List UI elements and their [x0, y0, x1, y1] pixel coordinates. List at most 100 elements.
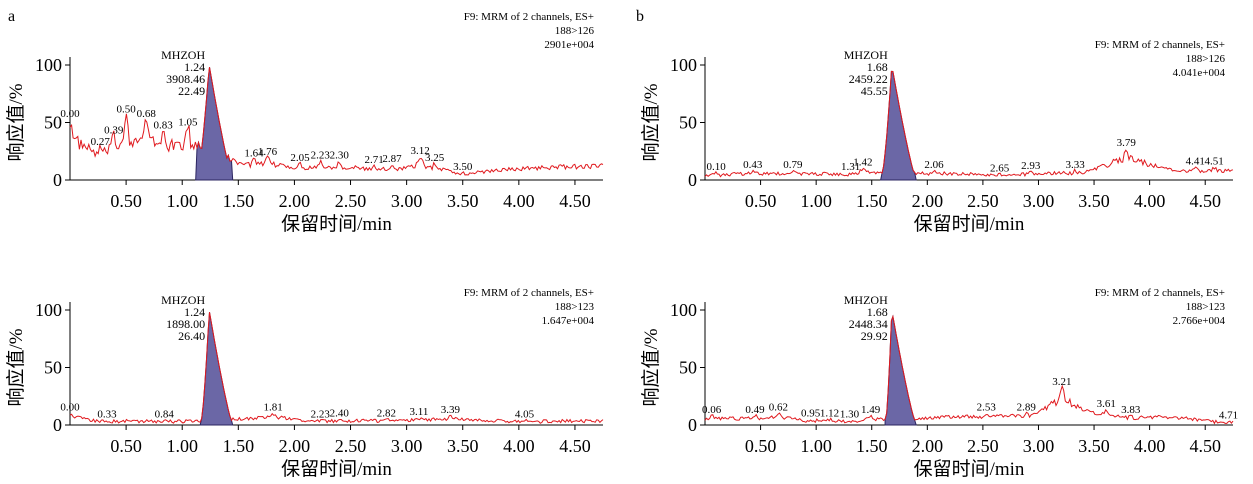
- x-tick-label: 2.00: [279, 436, 311, 456]
- peak-label: 2448.34: [849, 317, 888, 331]
- rt-label: 3.61: [1097, 398, 1116, 410]
- trace-line: [69, 67, 604, 176]
- x-tick-label: 1.50: [223, 436, 255, 456]
- x-tick-label: 4.00: [503, 191, 535, 211]
- rt-label: 4.51: [1204, 155, 1223, 167]
- rt-label: 1.81: [263, 402, 282, 414]
- y-tick-label: 50: [44, 113, 62, 133]
- x-tick-label: 2.50: [967, 436, 999, 456]
- rt-label: 1.76: [258, 146, 278, 158]
- rt-label: 2.71: [364, 154, 383, 166]
- rt-label: 3.21: [1052, 376, 1071, 388]
- rt-label: 1.64: [244, 147, 264, 159]
- rt-label: 1.12: [820, 407, 839, 419]
- x-tick-label: 1.00: [166, 436, 198, 456]
- y-tick-label: 0: [53, 170, 62, 190]
- peak-label: 1.68: [867, 60, 888, 74]
- trace-line: [704, 314, 1234, 425]
- x-axis-title: 保留时间/min: [281, 213, 392, 235]
- x-tick-label: 4.50: [559, 191, 591, 211]
- x-tick-label: 1.50: [856, 436, 888, 456]
- x-tick-label: 2.00: [279, 191, 311, 211]
- rt-label: 2.06: [924, 159, 944, 171]
- x-tick-label: 3.00: [391, 436, 423, 456]
- rt-label: 2.65: [990, 162, 1010, 174]
- trace-line: [704, 70, 1234, 178]
- rt-label: 3.79: [1117, 137, 1137, 149]
- x-tick-label: 3.00: [1023, 436, 1055, 456]
- rt-label: 2.87: [382, 153, 402, 165]
- x-tick-label: 0.50: [110, 436, 142, 456]
- rt-label: 3.12: [410, 145, 429, 157]
- rt-label: 2.23: [311, 150, 331, 162]
- y-tick-label: 50: [679, 358, 697, 378]
- y-axis-title: 响应值/%: [5, 83, 27, 161]
- x-tick-label: 1.00: [800, 436, 832, 456]
- chart-header-line: F9: MRM of 2 channels, ES+: [464, 287, 594, 299]
- rt-label: 0.50: [116, 104, 136, 116]
- rt-label: 1.05: [178, 116, 198, 128]
- rt-label: 0.49: [745, 404, 765, 416]
- rt-label: 2.53: [977, 402, 997, 414]
- x-tick-label: 3.50: [1078, 191, 1110, 211]
- x-tick-label: 2.50: [967, 191, 999, 211]
- peak-label: MHZOH: [161, 293, 205, 307]
- chart-panel: F9: MRM of 2 channels, ES+ 188>123 1.647e+…: [5, 287, 604, 480]
- peak-label: 3908.46: [166, 72, 205, 86]
- x-tick-label: 1.50: [223, 191, 255, 211]
- rt-label: 2.82: [377, 407, 396, 419]
- chart-header-line: 188>126: [555, 25, 595, 37]
- peak-label: 1898.00: [166, 317, 205, 331]
- rt-label: 0.00: [60, 108, 80, 120]
- peak-label: 1.24: [184, 305, 205, 319]
- rt-label: 0.83: [154, 120, 174, 132]
- y-tick-label: 100: [35, 55, 62, 75]
- peak-label: 22.49: [178, 84, 205, 98]
- rt-label: 3.25: [425, 152, 445, 164]
- y-axis-title: 响应值/%: [640, 83, 662, 161]
- chart-header-line: F9: MRM of 2 channels, ES+: [464, 11, 594, 23]
- x-axis-title: 保留时间/min: [914, 458, 1025, 480]
- rt-label: 0.00: [60, 402, 80, 414]
- rt-label: 0.79: [783, 159, 803, 171]
- chart-panel: F9: MRM of 2 channels, ES+ 188>126 4.041e+…: [640, 39, 1234, 235]
- peak-label: 45.55: [861, 84, 888, 98]
- rt-label: 2.30: [330, 150, 350, 162]
- y-tick-label: 50: [44, 358, 62, 378]
- rt-label: 4.41: [1186, 155, 1205, 167]
- x-tick-label: 2.00: [912, 191, 944, 211]
- rt-label: 3.39: [441, 404, 461, 416]
- peak-label: 29.92: [861, 329, 888, 343]
- chart-header-line: F9: MRM of 2 channels, ES+: [1095, 39, 1225, 51]
- rt-label: 2.40: [330, 407, 350, 419]
- peak-label: 26.40: [178, 329, 205, 343]
- x-tick-label: 4.50: [1189, 436, 1221, 456]
- x-axis-title: 保留时间/min: [281, 458, 392, 480]
- y-tick-label: 0: [688, 415, 697, 435]
- chart-header-line: 4.041e+004: [1173, 67, 1226, 79]
- rt-label: 0.95: [801, 407, 821, 419]
- x-tick-label: 3.50: [1078, 436, 1110, 456]
- chart-header-line: 188>123: [1186, 301, 1226, 313]
- rt-label: 2.93: [1021, 160, 1041, 172]
- y-axis-title: 响应值/%: [640, 328, 662, 406]
- peak-label: MHZOH: [161, 48, 205, 62]
- x-tick-label: 0.50: [745, 191, 777, 211]
- rt-label: 3.83: [1121, 404, 1141, 416]
- x-tick-label: 0.50: [745, 436, 777, 456]
- panel-label-a: a: [8, 8, 16, 25]
- rt-label: 0.68: [137, 108, 157, 120]
- rt-label: 2.05: [290, 152, 310, 164]
- rt-label: 4.05: [515, 408, 535, 420]
- y-tick-label: 100: [670, 55, 697, 75]
- chart-header-line: F9: MRM of 2 channels, ES+: [1095, 287, 1225, 299]
- x-axis-title: 保留时间/min: [914, 213, 1025, 235]
- x-tick-label: 3.00: [1023, 191, 1055, 211]
- peak-label: 1.68: [867, 305, 888, 319]
- peak-label: 1.24: [184, 60, 205, 74]
- rt-label: 1.42: [853, 157, 872, 169]
- x-tick-label: 4.00: [1134, 191, 1166, 211]
- panel-label-b: b: [636, 8, 644, 25]
- peak-label: MHZOH: [844, 48, 888, 62]
